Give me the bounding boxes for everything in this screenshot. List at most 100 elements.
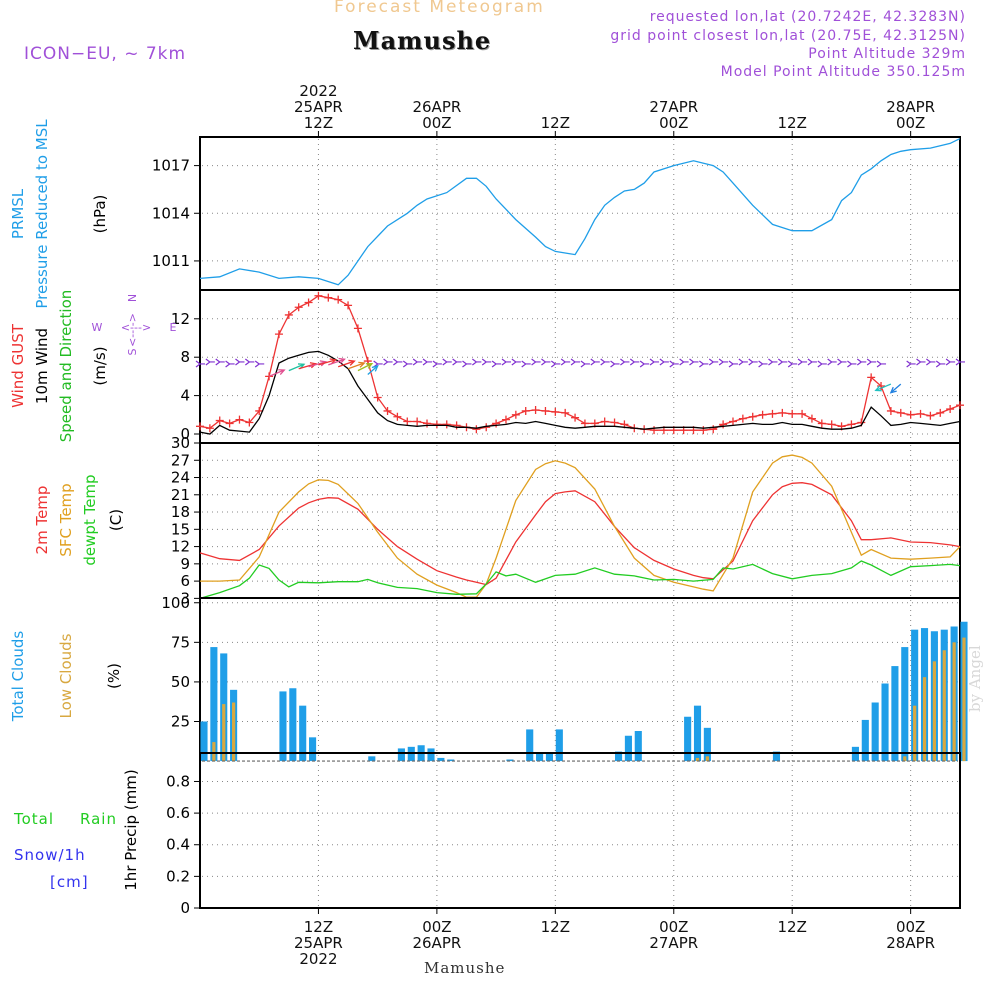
- wind-arrow: [318, 359, 336, 366]
- compass-ew-arrows: <--->: [121, 321, 151, 334]
- ytick-label: 30: [171, 434, 190, 452]
- wind-arrow-head: [889, 386, 897, 394]
- wind-dir-tick: [876, 360, 887, 368]
- wind-dir-tick: [590, 358, 600, 366]
- gust-marker: [403, 417, 412, 426]
- ytick-label: 12: [171, 538, 190, 556]
- cloud-bar: [210, 647, 218, 762]
- axis-label: Total Clouds: [9, 631, 27, 723]
- wind-dir-tick: [383, 358, 393, 366]
- gust-marker: [393, 412, 402, 421]
- wind-arrow: [357, 363, 373, 372]
- wind-arrow-head: [329, 358, 338, 365]
- compass-w: W: [92, 321, 103, 334]
- cloud-bar: [903, 756, 907, 762]
- gust-marker: [600, 417, 609, 426]
- gust-marker: [383, 406, 392, 415]
- wind-arrow: [890, 383, 902, 394]
- wind-dir-tick: [541, 358, 551, 366]
- wind-dir-tick: [570, 358, 581, 366]
- gust-marker: [274, 330, 283, 339]
- cloud-bar: [555, 729, 563, 762]
- wind-dir-tick: [402, 360, 413, 368]
- axis-label: 1hr Precip (mm): [122, 769, 140, 890]
- top-time-label: 00Z: [896, 114, 925, 132]
- gust-marker: [413, 417, 422, 426]
- cloud-bar: [437, 757, 445, 762]
- bottom-time-label: 27APR: [649, 934, 698, 952]
- wind-dir-tick: [629, 358, 640, 366]
- top-time-label: 27APR: [649, 98, 698, 116]
- cloud-bar: [705, 756, 709, 762]
- bottom-time-label: 26APR: [412, 934, 461, 952]
- gust-marker: [946, 405, 955, 414]
- wind-dir-tick: [472, 358, 482, 366]
- wind-dir-tick: [521, 360, 531, 368]
- wind-dir-tick: [393, 358, 403, 366]
- bottom-time-label: 25APR: [294, 934, 343, 952]
- gust-marker: [738, 414, 747, 423]
- gust-marker: [334, 295, 343, 304]
- wind-dir-tick: [807, 358, 817, 366]
- gust-marker: [719, 420, 728, 429]
- axis-label: (%): [105, 663, 123, 689]
- wind-arrow: [268, 369, 285, 377]
- top-time-label: 00Z: [659, 114, 688, 132]
- cloud-bar: [861, 719, 869, 762]
- cloud-bar: [932, 661, 936, 762]
- wind-dir-tick: [560, 358, 571, 366]
- wind-dir-tick: [777, 358, 788, 366]
- bottom-time-label: 00Z: [422, 918, 451, 936]
- top-time-label: 28APR: [886, 98, 935, 116]
- gust-marker: [817, 419, 826, 428]
- cloud-bar: [368, 756, 376, 762]
- top-time-label: 25APR: [294, 98, 343, 116]
- wind-dir-tick: [235, 358, 245, 366]
- gust-marker: [225, 419, 234, 428]
- axis-label: (m/s): [91, 346, 109, 385]
- wind-arrow-head: [338, 357, 346, 364]
- legend-snow-unit: [cm]: [50, 873, 89, 891]
- bottom-time-label: 28APR: [886, 934, 935, 952]
- ytick-label: 8: [180, 348, 190, 366]
- wind-dir-tick: [768, 358, 778, 366]
- ytick-label: 1017: [152, 157, 190, 175]
- footer-location: Mamushe: [424, 959, 506, 977]
- gust-marker: [926, 411, 935, 420]
- wind-dir-tick: [758, 360, 768, 368]
- cloud-bar: [614, 751, 623, 762]
- compass-ns-arrows: <-- ->: [126, 313, 139, 347]
- wind-dir-tick: [916, 358, 926, 366]
- ytick-label: 0.8: [166, 772, 190, 790]
- gust-marker: [886, 406, 895, 415]
- wind-dir-tick: [491, 360, 502, 368]
- cloud-bar: [911, 629, 919, 762]
- wind-dir-tick: [708, 358, 719, 366]
- point-altitude: Point Altitude 329m: [808, 46, 966, 62]
- wind-dir-tick: [659, 358, 669, 366]
- wind-arrow-head: [358, 361, 366, 368]
- ytick-label: 0: [180, 899, 190, 917]
- top-time-label: 00Z: [422, 114, 451, 132]
- gust-marker: [551, 407, 560, 416]
- cloud-bar: [232, 702, 236, 762]
- wind-dir-tick: [600, 358, 610, 366]
- wind-dir-tick: [610, 360, 620, 368]
- panel-precip: 0 0.2 0.4 0.6 0.8 Total Rain Snow/1h [cm] 1hr Pre…: [13, 752, 961, 917]
- cloud-bar: [952, 642, 956, 762]
- gust-marker: [432, 420, 441, 429]
- wind-dir-tick: [955, 358, 965, 366]
- gust-marker: [521, 406, 530, 415]
- wind-arrow: [337, 360, 355, 368]
- wind-dir-tick: [412, 358, 423, 366]
- axis-label: Low Clouds: [57, 633, 75, 718]
- product-title: Forecast Meteogram: [334, 0, 545, 17]
- wind-dir-tick: [935, 360, 946, 368]
- ytick-label: 75: [171, 633, 190, 651]
- wind-arrow-head: [365, 362, 374, 369]
- gust-marker: [501, 415, 510, 424]
- wind-arrow: [288, 363, 305, 372]
- cloud-bar: [913, 705, 917, 762]
- wind-dir-tick: [225, 360, 235, 368]
- ytick-label: 100: [161, 594, 190, 612]
